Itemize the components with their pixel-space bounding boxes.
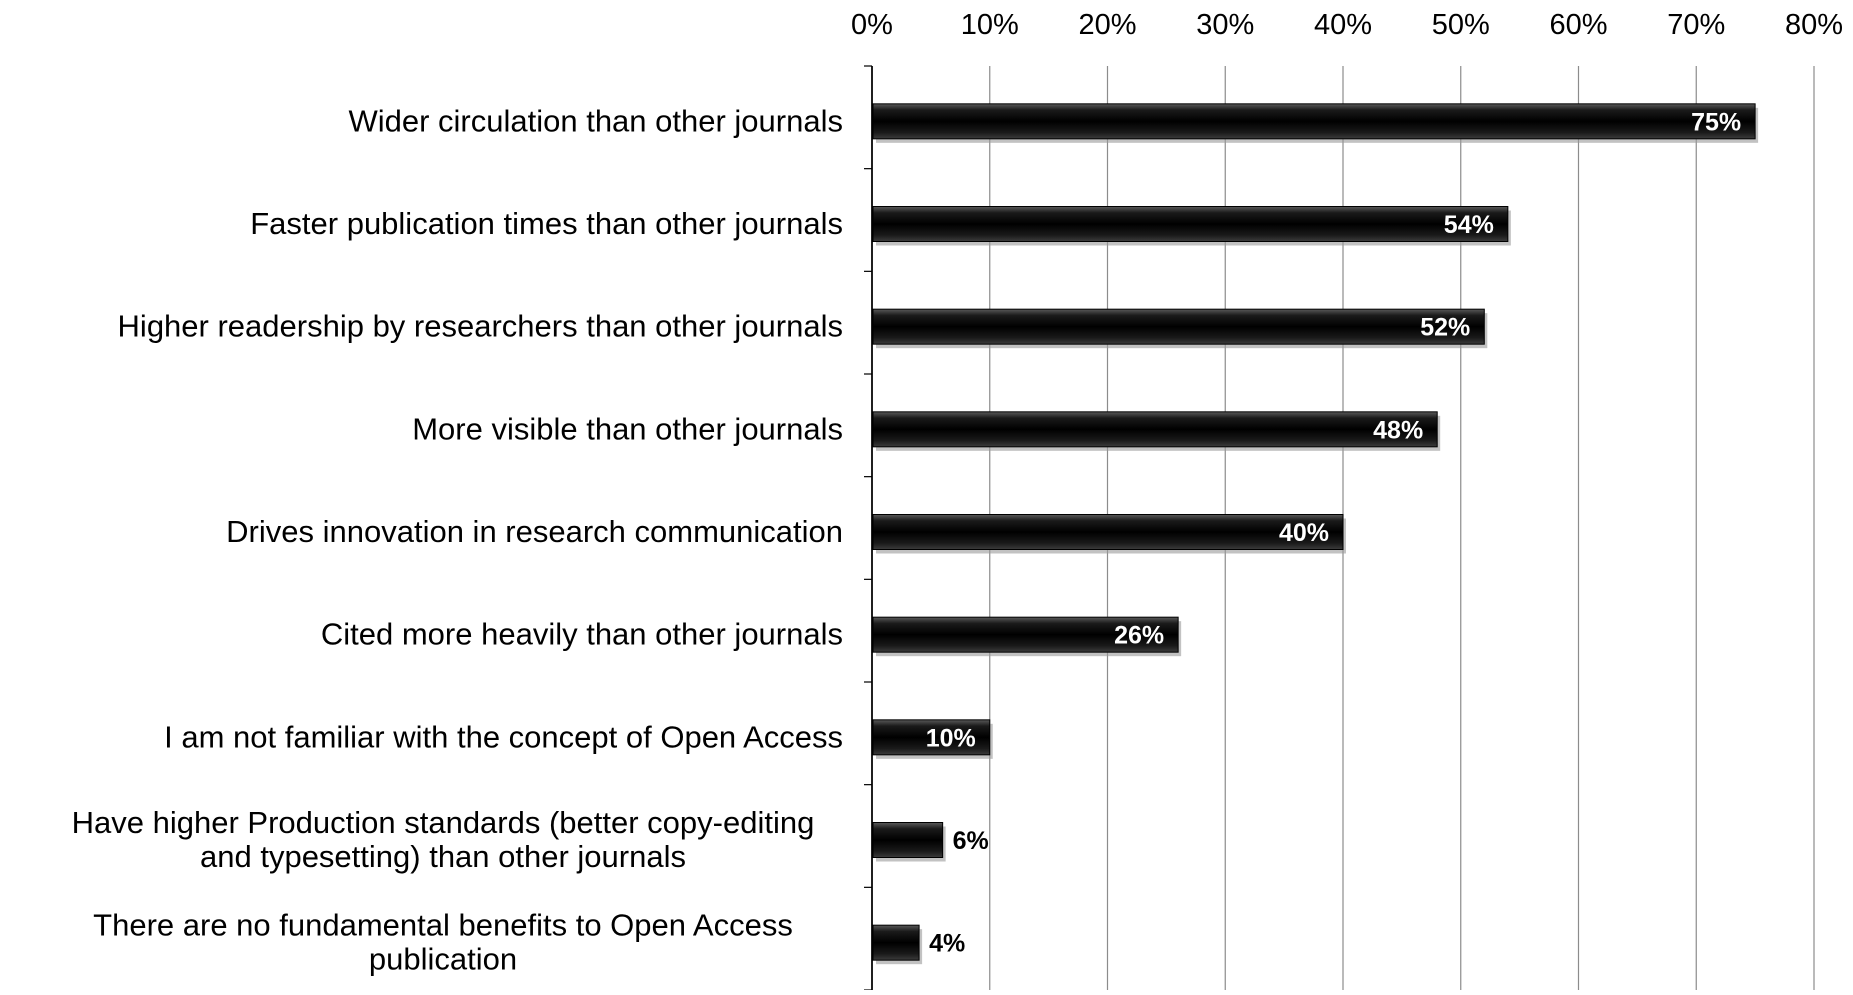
category-label: Cited more heavily than other journals <box>321 617 843 652</box>
category-label: More visible than other journals <box>412 411 843 446</box>
category-label: I am not familiar with the concept of Op… <box>164 719 843 754</box>
data-label: 10% <box>926 724 976 752</box>
category-labels: Wider circulation than other journals Fas… <box>72 103 843 976</box>
x-tick-label: 50% <box>1432 9 1490 41</box>
category-label: Drives innovation in research communicat… <box>226 514 843 549</box>
bars <box>872 103 1759 965</box>
data-label: 40% <box>1279 519 1329 547</box>
bar <box>872 719 991 756</box>
x-tick-label: 80% <box>1785 9 1843 41</box>
data-label: 75% <box>1691 108 1741 136</box>
bar <box>872 103 1756 140</box>
category-label: Higher readership by researchers than ot… <box>118 309 843 344</box>
x-tick-label: 0% <box>851 9 893 41</box>
x-axis-tick-labels: 0% 10% 20% 30% 40% 50% 60% 70% 80% <box>851 9 1843 41</box>
data-label: 26% <box>1114 622 1164 650</box>
x-tick-label: 60% <box>1549 9 1607 41</box>
bar <box>872 206 1509 242</box>
category-label: Wider circulation than other journals <box>348 103 843 138</box>
x-tick-label: 40% <box>1314 9 1372 41</box>
bar <box>872 822 944 858</box>
bar <box>872 514 1344 550</box>
category-label: Faster publication times than other jour… <box>250 206 843 241</box>
x-tick-label: 20% <box>1078 9 1136 41</box>
bar <box>872 616 1179 653</box>
bar <box>872 924 920 961</box>
data-label: 48% <box>1373 416 1423 444</box>
data-label: 6% <box>953 827 989 855</box>
data-labels: 75% 54% 52% 48% 40% 26% 10% 6% 4% <box>926 108 1741 957</box>
bar <box>872 308 1485 345</box>
data-label: 54% <box>1444 211 1494 239</box>
x-tick-label: 10% <box>961 9 1019 41</box>
x-tick-label: 30% <box>1196 9 1254 41</box>
x-tick-label: 70% <box>1667 9 1725 41</box>
axes <box>864 65 873 991</box>
category-label: Have higher Production standards (better… <box>72 805 815 874</box>
category-label: There are no fundamental benefits to Ope… <box>93 908 793 977</box>
bar <box>872 411 1438 448</box>
data-label: 4% <box>929 930 965 958</box>
data-label: 52% <box>1420 314 1470 342</box>
